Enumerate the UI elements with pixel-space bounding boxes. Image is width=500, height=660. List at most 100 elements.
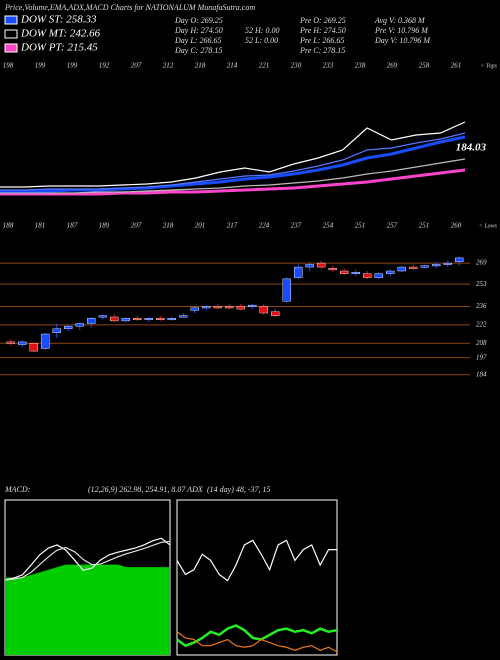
legend-label: DOW PT: 215.45 xyxy=(20,42,98,54)
candle-body xyxy=(29,343,38,352)
series-line xyxy=(0,121,466,188)
candle-body xyxy=(397,266,406,272)
legend-swatch xyxy=(4,43,18,53)
candle-body xyxy=(443,262,452,265)
stat: Pre H: 274.50 xyxy=(299,26,346,35)
macd-label: (12,26,9) 262.98, 254.91, 8.07 ADX xyxy=(88,485,204,494)
candle-body xyxy=(455,257,464,263)
stat: Day H: 274.50 xyxy=(174,26,223,35)
top-label: 199 xyxy=(67,62,78,70)
candle-body xyxy=(363,273,372,278)
low-label: 260 xyxy=(451,222,462,230)
candle-body xyxy=(41,333,50,349)
top-label: 261 xyxy=(451,62,462,70)
low-label: 251 xyxy=(419,222,430,230)
low-label: 224 xyxy=(259,222,270,230)
stat: Pre L: 266.65 xyxy=(299,36,344,45)
candle-body xyxy=(75,323,84,327)
candle-body xyxy=(225,306,234,309)
page-title: Price,Volume,EMA,ADX,MACD Charts for NAT… xyxy=(4,3,255,12)
candle-body xyxy=(190,307,199,311)
low-label: 254 xyxy=(323,222,334,230)
candle-body xyxy=(121,318,130,322)
stat: Avg V: 0.368 M xyxy=(374,16,426,25)
series-line xyxy=(0,132,466,191)
stat: Pre O: 269.25 xyxy=(299,16,346,25)
low-label: 237 xyxy=(291,222,302,230)
top-label: 207 xyxy=(131,62,142,70)
candle-body xyxy=(351,272,360,275)
candle-body xyxy=(409,266,418,269)
series-line xyxy=(176,624,338,648)
candle-body xyxy=(420,265,429,268)
candle-body xyxy=(52,328,61,333)
series-line xyxy=(176,631,338,653)
top-label: 199 xyxy=(35,62,46,70)
top-label: 230 xyxy=(291,62,302,70)
stat: Day C: 278.15 xyxy=(174,46,222,55)
legend-label: DOW MT: 242.66 xyxy=(20,28,101,40)
y-tick-label: 184 xyxy=(476,370,487,378)
series-line xyxy=(176,539,337,582)
low-label: 257 xyxy=(387,222,398,230)
panel xyxy=(176,499,338,656)
candle-body xyxy=(133,318,142,320)
candle-body xyxy=(374,273,383,278)
candle-body xyxy=(294,266,303,278)
top-label: 212 xyxy=(163,62,174,70)
stat: 52 H: 0.00 xyxy=(245,26,279,35)
top-label: 198 xyxy=(3,62,14,70)
stat: Pre V: 10.796 M xyxy=(374,26,429,35)
top-label: 192 xyxy=(99,62,110,70)
annotation: 184.03 xyxy=(456,142,487,154)
candle-body xyxy=(340,270,349,274)
y-tick-label: 269 xyxy=(476,259,487,267)
lows-label: < Lows xyxy=(479,223,498,229)
stat: Day O: 269.25 xyxy=(174,16,223,25)
candle-body xyxy=(248,304,257,307)
top-label: 214 xyxy=(227,62,238,70)
top-label: 221 xyxy=(259,62,270,70)
candle-body xyxy=(18,341,27,345)
legend-swatch xyxy=(4,29,18,39)
stat: Day L: 266.65 xyxy=(174,36,221,45)
top-label: 233 xyxy=(323,62,334,70)
candle-body xyxy=(282,278,291,302)
stat: 52 L: 0.00 xyxy=(245,36,278,45)
top-label: 218 xyxy=(195,62,206,70)
candle-body xyxy=(213,306,222,309)
candle-body xyxy=(317,262,326,268)
candle-body xyxy=(271,311,280,316)
low-label: 187 xyxy=(67,222,78,230)
candle-body xyxy=(386,270,395,274)
stat: Day V: 10.796 M xyxy=(374,36,431,45)
series-line xyxy=(0,158,466,194)
y-tick-label: 222 xyxy=(476,320,487,328)
series-line xyxy=(0,168,466,196)
series-line xyxy=(0,135,466,193)
low-label: 181 xyxy=(35,222,46,230)
top-label: 258 xyxy=(419,62,430,70)
candle-body xyxy=(259,306,268,314)
candle-body xyxy=(110,316,119,322)
candle-body xyxy=(144,318,153,320)
low-label: 218 xyxy=(163,222,174,230)
y-tick-label: 197 xyxy=(476,353,487,361)
candle-body xyxy=(156,318,165,320)
candle-body xyxy=(98,315,107,318)
low-label: 201 xyxy=(195,222,206,230)
candle-body xyxy=(167,318,176,320)
series-line xyxy=(4,540,171,581)
top-label: 269 xyxy=(387,62,398,70)
y-tick-label: 208 xyxy=(476,339,487,347)
low-label: 251 xyxy=(355,222,366,230)
macd-title: MACD: xyxy=(4,485,31,494)
series-line xyxy=(4,537,171,581)
candle-body xyxy=(202,306,211,309)
low-label: 207 xyxy=(131,222,142,230)
candle-body xyxy=(64,325,73,329)
low-label: 188 xyxy=(3,222,14,230)
top-label: 238 xyxy=(355,62,366,70)
candle-body xyxy=(87,318,96,324)
